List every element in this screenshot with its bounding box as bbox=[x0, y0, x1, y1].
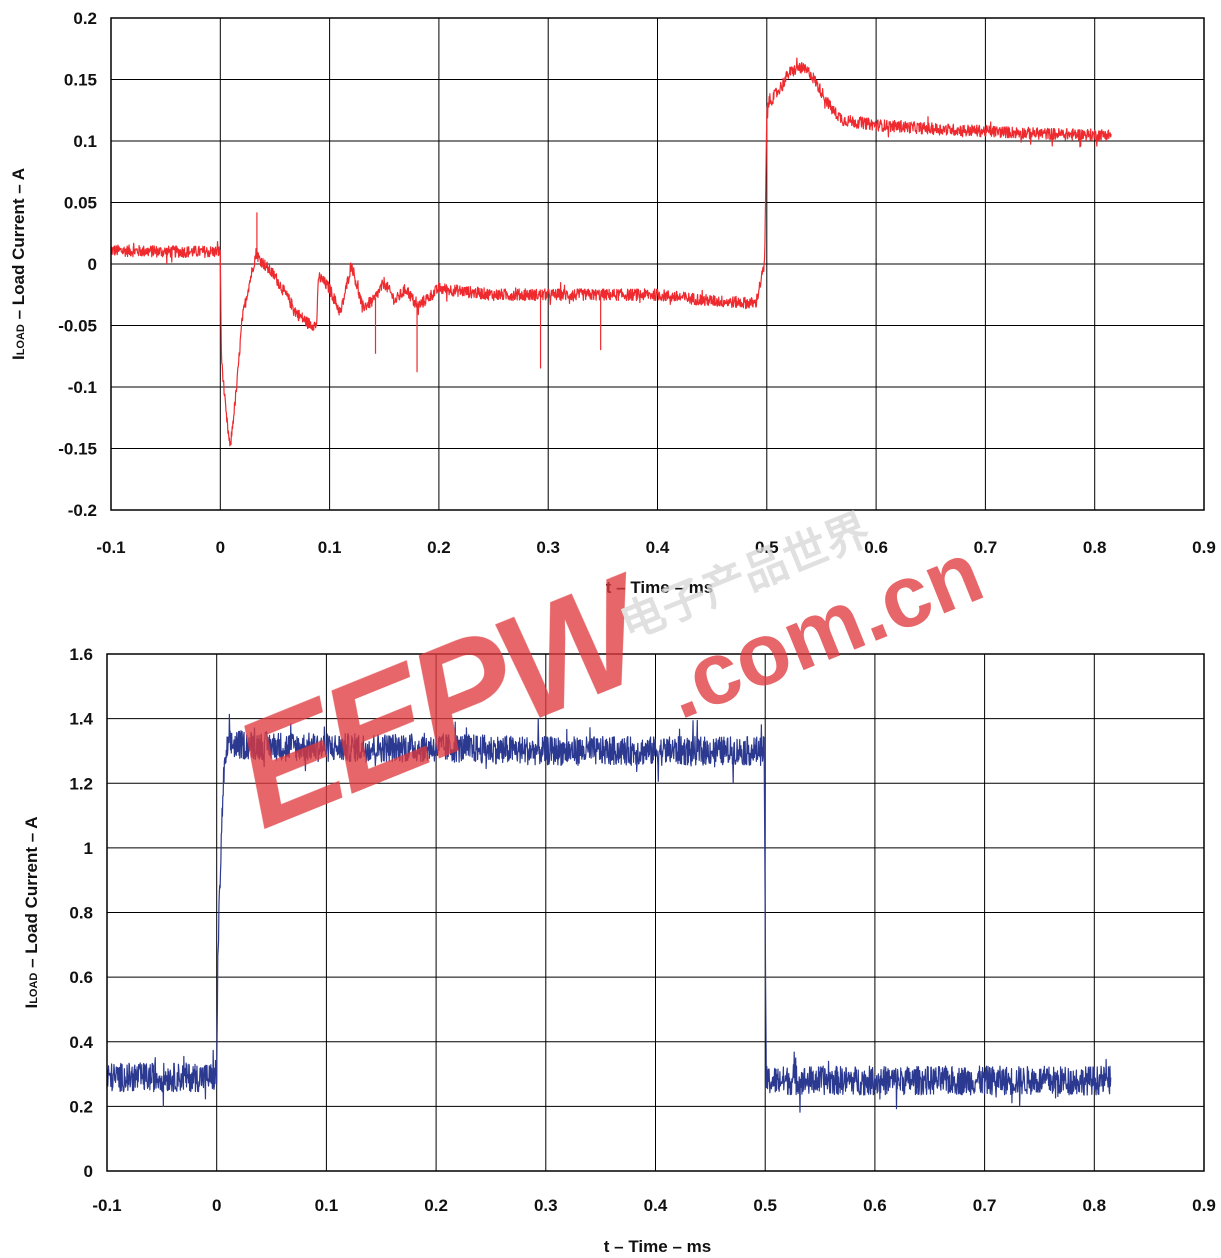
top-y-tick-label: 0.1 bbox=[73, 132, 97, 151]
top-x-tick-label: 0.7 bbox=[974, 538, 998, 557]
watermark: EEPW .com.cn 电子产品世界 bbox=[211, 505, 995, 860]
bottom-y-tick-label: 0 bbox=[84, 1162, 93, 1181]
top-x-tick-label: 0.2 bbox=[427, 538, 451, 557]
top-plot-frame bbox=[110, 17, 1205, 511]
bottom-y-tick-labels: 0 0.2 0.4 0.6 0.8 1 1.2 1.4 1.6 bbox=[69, 645, 93, 1181]
bottom-y-tick-label: 1.2 bbox=[69, 774, 93, 793]
top-x-tick-label: 0 bbox=[216, 538, 225, 557]
top-y-axis-label: ILOAD – Load Current – A bbox=[9, 168, 28, 360]
top-x-tick-label: 0.4 bbox=[646, 538, 670, 557]
top-grid bbox=[110, 17, 1205, 511]
bottom-series-line bbox=[106, 713, 1112, 1113]
bottom-x-tick-label: 0.1 bbox=[315, 1196, 339, 1215]
top-y-axis-label-main: I bbox=[9, 355, 28, 360]
top-y-tick-label: 0.05 bbox=[64, 194, 97, 213]
top-y-tick-label: 0.15 bbox=[64, 71, 97, 90]
bottom-x-tick-label: 0 bbox=[212, 1196, 221, 1215]
top-x-tick-label: 0.1 bbox=[318, 538, 342, 557]
top-y-axis-label-sub: LOAD bbox=[15, 324, 27, 355]
bottom-x-tick-label: 0.3 bbox=[534, 1196, 558, 1215]
top-series-line bbox=[110, 57, 1112, 447]
top-y-tick-label: -0.05 bbox=[58, 317, 97, 336]
bottom-y-tick-label: 0.8 bbox=[69, 904, 93, 923]
bottom-y-axis-label-main: I bbox=[22, 1004, 41, 1009]
bottom-y-axis-label-rest: – Load Current – A bbox=[22, 816, 41, 972]
bottom-x-tick-labels: -0.1 0 0.1 0.2 0.3 0.4 0.5 0.6 0.7 0.8 0.9 bbox=[92, 1196, 1215, 1215]
chart-top: -0.1 0 0.1 0.2 0.3 0.4 0.5 0.6 0.7 0.8 0.9 -0.2-0.… bbox=[9, 9, 1216, 597]
bottom-y-tick-label: 1 bbox=[84, 839, 93, 858]
bottom-y-axis-label-sub: LOAD bbox=[28, 973, 40, 1004]
top-x-tick-labels: -0.1 0 0.1 0.2 0.3 0.4 0.5 0.6 0.7 0.8 0.9 bbox=[96, 538, 1215, 557]
bottom-x-tick-label: 0.7 bbox=[973, 1196, 997, 1215]
bottom-x-tick-label: 0.2 bbox=[424, 1196, 448, 1215]
top-y-tick-labels: -0.2 -0.15 -0.1 -0.05 0 0.05 0.1 0.15 0.2 bbox=[58, 9, 97, 520]
chart-bottom: -0.1 0 0.1 0.2 0.3 0.4 0.5 0.6 0.7 0.8 0.9 0 0.2 0.4… bbox=[22, 645, 1216, 1256]
bottom-x-tick-label: 0.5 bbox=[753, 1196, 777, 1215]
top-y-tick-label: 0.2 bbox=[73, 9, 97, 28]
top-x-tick-label: 0.9 bbox=[1192, 538, 1216, 557]
bottom-y-axis-label: ILOAD – Load Current – A bbox=[22, 816, 41, 1008]
top-x-tick-label: 0.3 bbox=[536, 538, 560, 557]
bottom-x-tick-label: 0.9 bbox=[1192, 1196, 1216, 1215]
top-series-layer bbox=[110, 57, 1112, 447]
bottom-y-tick-label: 0.4 bbox=[69, 1033, 93, 1052]
bottom-x-tick-label: 0.4 bbox=[644, 1196, 668, 1215]
top-x-tick-label: 0.8 bbox=[1083, 538, 1107, 557]
bottom-x-tick-label: 0.6 bbox=[863, 1196, 887, 1215]
top-y-tick-label: 0 bbox=[88, 255, 97, 274]
top-y-axis-label-rest: – Load Current – A bbox=[9, 168, 28, 324]
bottom-x-axis-label: t – Time – ms bbox=[604, 1237, 711, 1256]
bottom-x-tick-label: 0.8 bbox=[1082, 1196, 1106, 1215]
bottom-y-tick-label: 1.4 bbox=[69, 710, 93, 729]
top-y-tick-label: -0.1 bbox=[68, 378, 97, 397]
bottom-y-tick-label: 1.6 bbox=[69, 645, 93, 664]
top-x-axis-label: t – Time – ms bbox=[606, 578, 713, 597]
bottom-plot-frame bbox=[106, 653, 1205, 1172]
top-y-tick-label: -0.2 bbox=[68, 501, 97, 520]
bottom-x-tick-label: -0.1 bbox=[92, 1196, 121, 1215]
bottom-series-layer bbox=[106, 713, 1112, 1113]
bottom-y-tick-label: 0.2 bbox=[69, 1097, 93, 1116]
watermark-brand: EEPW bbox=[211, 541, 677, 860]
top-x-tick-label: 0.6 bbox=[864, 538, 888, 557]
top-y-tick-label: -0.15 bbox=[58, 440, 97, 459]
top-x-tick-label: -0.1 bbox=[96, 538, 125, 557]
top-x-tick-label: 0.5 bbox=[755, 538, 779, 557]
bottom-y-tick-label: 0.6 bbox=[69, 968, 93, 987]
